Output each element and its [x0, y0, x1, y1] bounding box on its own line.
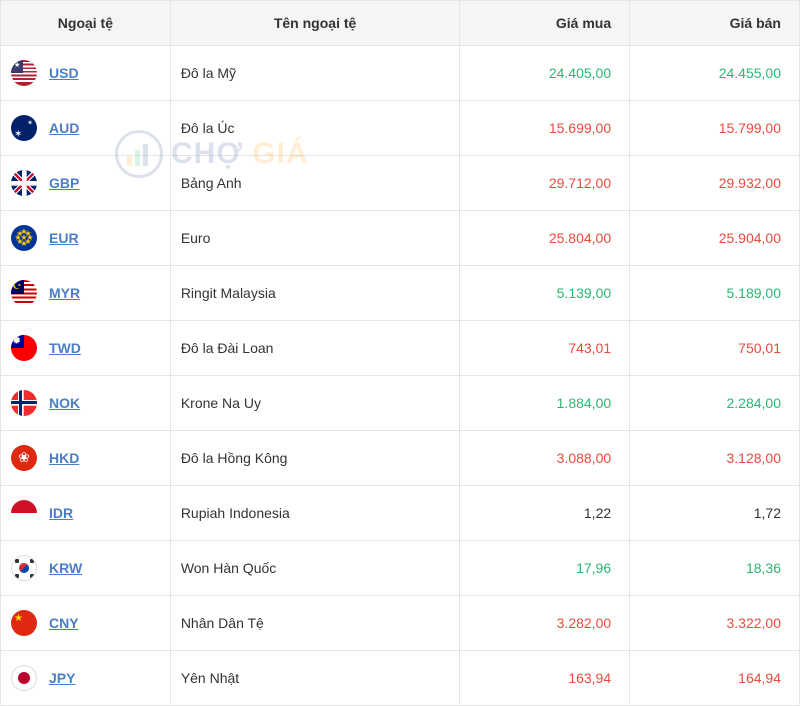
table-row: USD Đô la Mỹ 24.405,00 24.455,00 [1, 46, 800, 101]
buy-price: 1.884,00 [557, 395, 612, 411]
flag-icon [11, 500, 37, 526]
header-sell-price: Giá bán [630, 1, 800, 46]
currency-cell: HKD [11, 445, 160, 471]
flag-icon [11, 280, 37, 306]
buy-price: 1,22 [584, 505, 611, 521]
sell-price: 3.128,00 [727, 450, 782, 466]
table-row: KRW Won Hàn Quốc 17,96 18,36 [1, 541, 800, 596]
table-row: TWD Đô la Đài Loan 743,01 750,01 [1, 321, 800, 376]
table-row: JPY Yên Nhật 163,94 164,94 [1, 651, 800, 706]
currency-code-link[interactable]: KRW [49, 560, 82, 576]
currency-code-link[interactable]: EUR [49, 230, 79, 246]
flag-icon [11, 665, 37, 691]
table-row: GBP Bảng Anh 29.712,00 29.932,00 [1, 156, 800, 211]
table-row: HKD Đô la Hồng Kông 3.088,00 3.128,00 [1, 431, 800, 486]
currency-cell: CNY [11, 610, 160, 636]
currency-name: Đô la Đài Loan [181, 340, 274, 356]
flag-icon [11, 60, 37, 86]
sell-price: 5.189,00 [727, 285, 782, 301]
currency-code-link[interactable]: MYR [49, 285, 80, 301]
currency-cell: GBP [11, 170, 160, 196]
flag-icon [11, 335, 37, 361]
table-row: EUR Euro 25.804,00 25.904,00 [1, 211, 800, 266]
table-row: NOK Krone Na Uy 1.884,00 2.284,00 [1, 376, 800, 431]
currency-code-link[interactable]: AUD [49, 120, 79, 136]
currency-name: Nhân Dân Tệ [181, 615, 264, 631]
flag-icon [11, 445, 37, 471]
buy-price: 5.139,00 [557, 285, 612, 301]
exchange-rate-table: Ngoại tệ Tên ngoại tệ Giá mua Giá bán US… [0, 0, 800, 706]
sell-price: 1,72 [754, 505, 781, 521]
flag-icon [11, 390, 37, 416]
table-row: CNY Nhân Dân Tệ 3.282,00 3.322,00 [1, 596, 800, 651]
currency-cell: IDR [11, 500, 160, 526]
currency-cell: NOK [11, 390, 160, 416]
buy-price: 25.804,00 [549, 230, 611, 246]
buy-price: 3.088,00 [557, 450, 612, 466]
table-row: MYR Ringit Malaysia 5.139,00 5.189,00 [1, 266, 800, 321]
currency-code-link[interactable]: NOK [49, 395, 80, 411]
currency-name: Rupiah Indonesia [181, 505, 290, 521]
currency-name: Đô la Úc [181, 120, 235, 136]
currency-cell: USD [11, 60, 160, 86]
currency-name: Yên Nhật [181, 670, 239, 686]
currency-code-link[interactable]: IDR [49, 505, 73, 521]
buy-price: 24.405,00 [549, 65, 611, 81]
buy-price: 17,96 [576, 560, 611, 576]
currency-code-link[interactable]: TWD [49, 340, 81, 356]
currency-name: Đô la Mỹ [181, 65, 236, 81]
currency-name: Bảng Anh [181, 175, 242, 191]
sell-price: 18,36 [746, 560, 781, 576]
sell-price: 24.455,00 [719, 65, 781, 81]
currency-name: Euro [181, 230, 211, 246]
currency-cell: AUD [11, 115, 160, 141]
currency-name: Won Hàn Quốc [181, 560, 276, 576]
sell-price: 3.322,00 [727, 615, 782, 631]
buy-price: 29.712,00 [549, 175, 611, 191]
buy-price: 3.282,00 [557, 615, 612, 631]
sell-price: 750,01 [738, 340, 781, 356]
flag-icon [11, 115, 37, 141]
currency-code-link[interactable]: CNY [49, 615, 79, 631]
currency-cell: EUR [11, 225, 160, 251]
table-row: IDR Rupiah Indonesia 1,22 1,72 [1, 486, 800, 541]
currency-name: Ringit Malaysia [181, 285, 276, 301]
buy-price: 163,94 [568, 670, 611, 686]
currency-cell: TWD [11, 335, 160, 361]
table-header-row: Ngoại tệ Tên ngoại tệ Giá mua Giá bán [1, 1, 800, 46]
sell-price: 164,94 [738, 670, 781, 686]
sell-price: 25.904,00 [719, 230, 781, 246]
table-row: AUD Đô la Úc 15.699,00 15.799,00 [1, 101, 800, 156]
sell-price: 29.932,00 [719, 175, 781, 191]
currency-code-link[interactable]: USD [49, 65, 79, 81]
currency-code-link[interactable]: GBP [49, 175, 79, 191]
currency-code-link[interactable]: JPY [49, 670, 75, 686]
currency-cell: MYR [11, 280, 160, 306]
currency-code-link[interactable]: HKD [49, 450, 79, 466]
currency-name: Krone Na Uy [181, 395, 261, 411]
currency-cell: KRW [11, 555, 160, 581]
flag-icon [11, 170, 37, 196]
flag-icon [11, 555, 37, 581]
currency-cell: JPY [11, 665, 160, 691]
buy-price: 743,01 [568, 340, 611, 356]
flag-icon [11, 610, 37, 636]
header-buy-price: Giá mua [460, 1, 630, 46]
sell-price: 2.284,00 [727, 395, 782, 411]
sell-price: 15.799,00 [719, 120, 781, 136]
flag-icon [11, 225, 37, 251]
currency-name: Đô la Hồng Kông [181, 450, 288, 466]
header-currency-name: Tên ngoại tệ [170, 1, 460, 46]
buy-price: 15.699,00 [549, 120, 611, 136]
header-currency-code: Ngoại tệ [1, 1, 171, 46]
